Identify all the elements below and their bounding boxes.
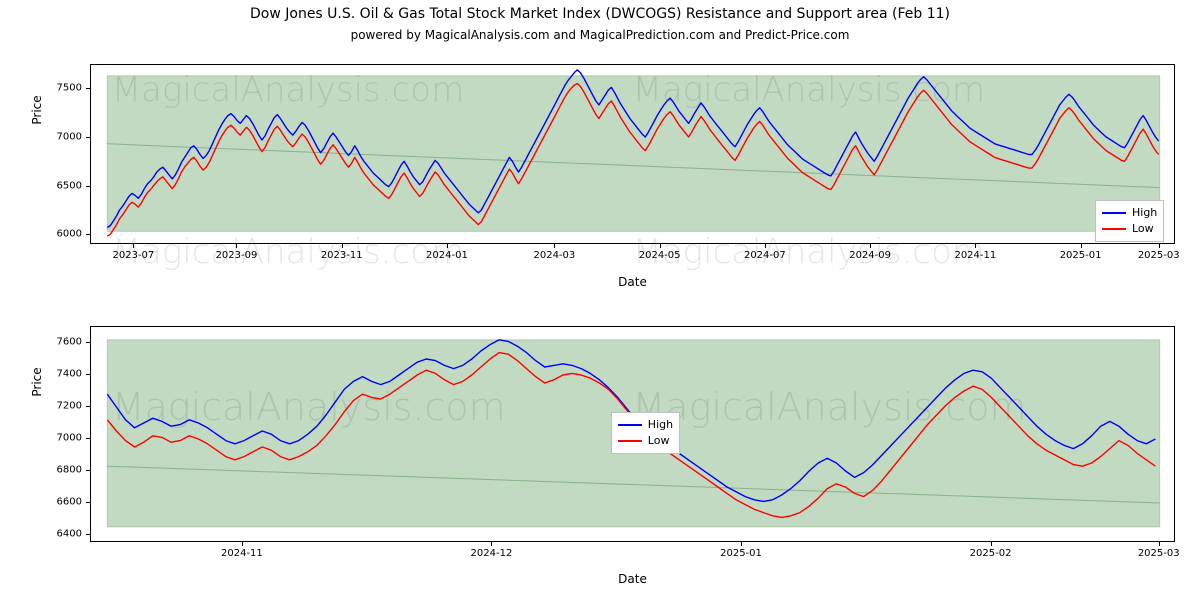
- x-tick-label: 2025-01: [720, 548, 762, 559]
- legend-item: High: [1102, 205, 1157, 221]
- bottom-chart-ylabel: Price: [30, 274, 44, 490]
- y-tick-mark: [86, 406, 90, 407]
- x-tick-mark: [870, 244, 871, 248]
- y-tick-label: 7200: [46, 401, 82, 412]
- y-tick-label: 6400: [46, 529, 82, 540]
- y-tick-label: 6000: [46, 229, 82, 240]
- x-tick-mark: [660, 244, 661, 248]
- x-tick-label: 2025-02: [970, 548, 1012, 559]
- x-tick-label: 2024-09: [849, 250, 891, 261]
- x-tick-mark: [133, 244, 134, 248]
- y-tick-mark: [86, 137, 90, 138]
- x-tick-label: 2024-03: [533, 250, 575, 261]
- x-tick-label: 2024-07: [744, 250, 786, 261]
- y-tick-mark: [86, 186, 90, 187]
- x-tick-label: 2024-12: [471, 548, 513, 559]
- top-chart-svg: [91, 65, 1176, 245]
- x-tick-label: 2023-11: [321, 250, 363, 261]
- legend-swatch: [1102, 212, 1126, 214]
- y-tick-mark: [86, 234, 90, 235]
- chart-title: Dow Jones U.S. Oil & Gas Total Stock Mar…: [0, 6, 1200, 22]
- legend-label: Low: [648, 433, 670, 449]
- x-tick-mark: [765, 244, 766, 248]
- y-tick-label: 6600: [46, 497, 82, 508]
- x-tick-mark: [491, 542, 492, 546]
- x-tick-label: 2023-07: [112, 250, 154, 261]
- y-tick-mark: [86, 534, 90, 535]
- y-tick-mark: [86, 470, 90, 471]
- x-tick-mark: [242, 542, 243, 546]
- x-tick-mark: [1081, 244, 1082, 248]
- y-tick-label: 7000: [46, 433, 82, 444]
- x-tick-mark: [447, 244, 448, 248]
- x-tick-label: 2025-03: [1138, 548, 1180, 559]
- x-tick-mark: [236, 244, 237, 248]
- x-tick-label: 2024-11: [221, 548, 263, 559]
- x-tick-label: 2025-01: [1060, 250, 1102, 261]
- y-tick-mark: [86, 502, 90, 503]
- y-tick-mark: [86, 342, 90, 343]
- legend-item: Low: [618, 433, 673, 449]
- x-tick-label: 2024-01: [426, 250, 468, 261]
- figure: Dow Jones U.S. Oil & Gas Total Stock Mar…: [0, 0, 1200, 600]
- top-chart-area: [90, 64, 1175, 244]
- x-tick-mark: [741, 542, 742, 546]
- y-tick-label: 7600: [46, 337, 82, 348]
- legend-swatch: [1102, 228, 1126, 230]
- y-tick-mark: [86, 438, 90, 439]
- x-tick-mark: [991, 542, 992, 546]
- x-tick-mark: [342, 244, 343, 248]
- legend-swatch: [618, 424, 642, 426]
- legend-item: Low: [1102, 221, 1157, 237]
- x-tick-mark: [554, 244, 555, 248]
- x-tick-mark: [1159, 244, 1160, 248]
- legend: HighLow: [611, 412, 680, 454]
- legend-item: High: [618, 417, 673, 433]
- bottom-chart-xlabel: Date: [90, 572, 1175, 586]
- y-tick-label: 7400: [46, 369, 82, 380]
- x-tick-label: 2023-09: [216, 250, 258, 261]
- x-tick-label: 2025-03: [1138, 250, 1180, 261]
- x-tick-mark: [1159, 542, 1160, 546]
- y-tick-label: 7000: [46, 131, 82, 142]
- chart-subtitle: powered by MagicalAnalysis.com and Magic…: [0, 28, 1200, 42]
- y-tick-label: 7500: [46, 83, 82, 94]
- x-tick-label: 2024-05: [639, 250, 681, 261]
- y-tick-mark: [86, 88, 90, 89]
- y-tick-mark: [86, 374, 90, 375]
- top-chart-xlabel: Date: [90, 275, 1175, 289]
- x-tick-mark: [975, 244, 976, 248]
- legend-label: High: [1132, 205, 1157, 221]
- y-tick-label: 6800: [46, 465, 82, 476]
- legend-label: High: [648, 417, 673, 433]
- y-tick-label: 6500: [46, 180, 82, 191]
- top-chart-ylabel: Price: [30, 20, 44, 200]
- legend-swatch: [618, 440, 642, 442]
- legend-label: Low: [1132, 221, 1154, 237]
- legend: HighLow: [1095, 200, 1164, 242]
- x-tick-label: 2024-11: [954, 250, 996, 261]
